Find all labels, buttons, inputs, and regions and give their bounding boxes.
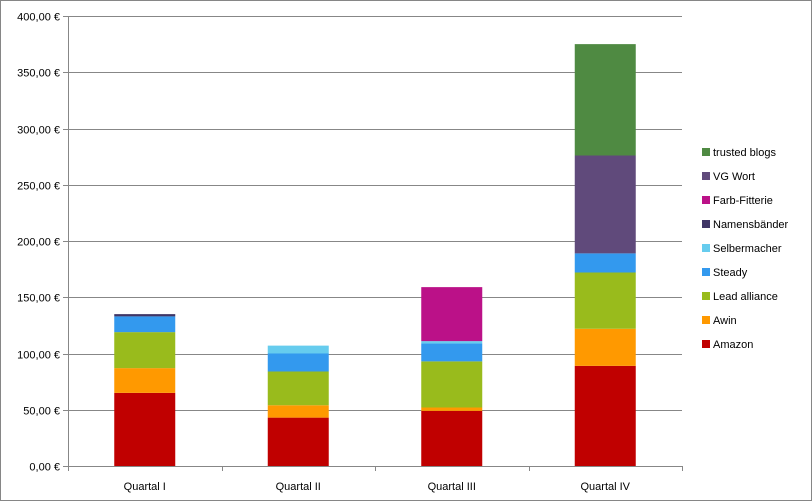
bar-segment	[574, 272, 636, 329]
bar-segment	[267, 371, 329, 406]
legend-label: Steady	[713, 267, 748, 279]
legend-swatch	[702, 316, 710, 324]
bar-segment	[267, 405, 329, 418]
legend-swatch	[702, 196, 710, 204]
bar-segment	[421, 407, 483, 411]
legend-swatch	[702, 172, 710, 180]
y-tick-label: 200,00 €	[17, 237, 60, 249]
y-tick-label: 150,00 €	[17, 293, 60, 305]
bar-segment	[267, 353, 329, 372]
bar-segment	[114, 316, 176, 333]
y-tick-label: 250,00 €	[17, 181, 60, 193]
bar-segment	[574, 253, 636, 273]
bar-segment	[574, 365, 636, 466]
y-tick-label: 100,00 €	[17, 350, 60, 362]
bar-segment	[574, 155, 636, 254]
legend-swatch	[702, 340, 710, 348]
x-tick-label: Quartal I	[124, 481, 166, 493]
y-tick-label: 50,00 €	[23, 406, 60, 418]
y-tick-label: 400,00 €	[17, 12, 60, 24]
legend-swatch	[702, 292, 710, 300]
bar-segment	[421, 410, 483, 466]
bar-segment	[114, 332, 176, 369]
legend-swatch	[702, 244, 710, 252]
legend-label: Amazon	[713, 339, 753, 351]
bar-segment	[574, 44, 636, 156]
bar-segment	[267, 345, 329, 354]
y-tick-label: 0,00 €	[29, 462, 60, 474]
y-tick-label: 300,00 €	[17, 125, 60, 137]
x-tick-label: Quartal II	[276, 481, 321, 493]
bar-segment	[421, 287, 483, 342]
legend-swatch	[702, 220, 710, 228]
bar-segment	[574, 328, 636, 366]
legend: trusted blogs VG Wort Farb-Fitterie Namensb…	[702, 147, 789, 351]
bar-segment	[421, 343, 483, 362]
legend-label: VG Wort	[713, 171, 755, 183]
bar-segment	[421, 361, 483, 408]
x-tick-label: Quartal III	[428, 481, 476, 493]
legend-label: trusted blogs	[713, 147, 776, 159]
legend-label: Awin	[713, 315, 737, 327]
legend-label: Lead alliance	[713, 291, 778, 303]
legend-label: Farb-Fitterie	[713, 195, 773, 207]
bar-segment	[114, 314, 176, 317]
bar-segment	[421, 341, 483, 344]
bar-segment	[267, 417, 329, 466]
x-axis: Quartal I Quartal II Quartal III Quartal IV	[68, 466, 683, 493]
legend-label: Namensbänder	[713, 219, 789, 231]
legend-label: Selbermacher	[713, 243, 782, 255]
bar-segment	[114, 392, 176, 466]
y-tick-label: 350,00 €	[17, 68, 60, 80]
legend-swatch	[702, 268, 710, 276]
bar-segment	[114, 368, 176, 393]
y-axis: 0,00 € 50,00 € 100,00 € 150,00 € 200,00 € 250…	[17, 12, 69, 474]
x-tick-label: Quartal IV	[580, 481, 630, 493]
legend-swatch	[702, 148, 710, 156]
bars	[114, 44, 636, 466]
